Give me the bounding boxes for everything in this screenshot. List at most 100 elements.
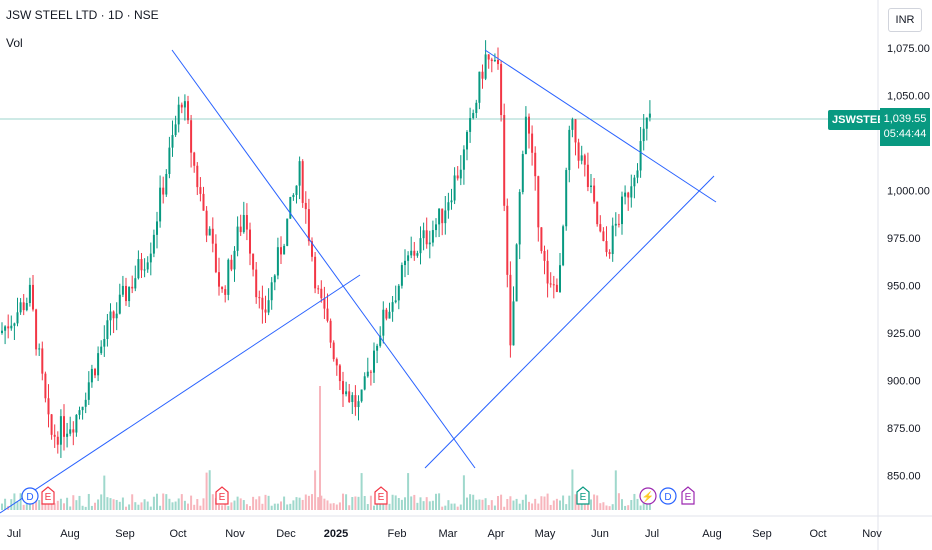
candle-body (611, 225, 614, 255)
volume-bar (276, 503, 279, 510)
volume-bar (549, 504, 552, 510)
volume-bar (648, 500, 651, 510)
candle-body (425, 230, 428, 245)
candle-body (112, 311, 115, 319)
volume-bar (255, 499, 258, 510)
candle-body (22, 302, 25, 311)
volume-bar (264, 494, 267, 510)
candle-body (624, 192, 627, 197)
candle-body (549, 283, 552, 285)
candle-body (19, 302, 22, 313)
candle-body (13, 323, 16, 326)
volume-bar (555, 498, 558, 510)
volume-bar (137, 504, 140, 510)
candle-body (416, 253, 419, 256)
volume-bar (152, 496, 155, 510)
candle-body (47, 398, 50, 415)
candle-body (202, 193, 205, 211)
candle-body (360, 389, 363, 402)
candle-body (233, 250, 236, 270)
candle-body (506, 205, 509, 275)
volume-bar (22, 504, 25, 510)
candle-body (466, 131, 468, 150)
candle-body (605, 241, 608, 253)
volume-bar (211, 494, 214, 510)
volume-bar (602, 502, 605, 510)
candle-body (35, 309, 38, 350)
event-marker-label: E (685, 492, 692, 503)
candle-body (118, 294, 121, 314)
event-marker-label: D (26, 492, 33, 503)
candle-body (608, 252, 611, 255)
volume-bar (543, 496, 546, 510)
candle-body (115, 313, 118, 319)
volume-bar (125, 506, 127, 510)
candle-body (326, 308, 329, 321)
candle-body (10, 325, 13, 329)
candle-body (351, 395, 354, 403)
volume-bar (112, 499, 115, 510)
volume-bar (621, 499, 623, 510)
candle-body (512, 301, 515, 346)
volume-bar (354, 496, 357, 510)
volume-bar (19, 493, 22, 510)
candle-body (255, 269, 258, 298)
volume-bar (13, 493, 16, 510)
volume-bar (497, 495, 499, 510)
volume-bar (168, 498, 171, 510)
volume-bar (221, 505, 224, 510)
candle-body (599, 224, 602, 232)
candle-body (444, 210, 447, 224)
volume-bar (574, 494, 577, 510)
candle-body (568, 129, 571, 171)
candle-body (94, 368, 96, 376)
currency-button[interactable]: INR (888, 8, 922, 32)
candle-body (16, 312, 19, 324)
candle-body (376, 345, 379, 351)
candle-body (447, 202, 450, 211)
volume-bar (546, 493, 549, 510)
candle-body (190, 120, 193, 153)
volume-bar (41, 503, 44, 510)
candle-body (394, 300, 397, 303)
y-tick-label: 1,050.00 (887, 91, 930, 103)
candle-body (314, 256, 317, 289)
y-tick-label: 975.00 (887, 233, 921, 245)
volume-bar (531, 503, 534, 510)
volume-bar (559, 500, 561, 510)
candle-body (146, 262, 149, 270)
volume-bar (385, 504, 388, 510)
candle-body (363, 376, 366, 390)
volume-bar (518, 503, 521, 510)
volume-bar (552, 500, 555, 510)
candle-body (137, 259, 140, 279)
volume-bar (410, 496, 413, 510)
y-tick-label: 875.00 (887, 423, 921, 435)
candle-body (596, 201, 599, 225)
volume-bar (593, 494, 596, 510)
volume-bar (351, 497, 354, 510)
volume-bar (503, 506, 506, 510)
candle-body (329, 320, 332, 343)
candle-body (602, 231, 605, 242)
volume-bar (267, 495, 270, 510)
volume-bar (208, 470, 211, 510)
candle-body (59, 416, 62, 445)
candle-body (391, 302, 394, 312)
candle-body (66, 433, 69, 437)
x-tick-label: Sep (752, 528, 772, 540)
y-tick-label: 950.00 (887, 281, 921, 293)
candle-body (214, 243, 217, 273)
volume-bar (75, 500, 78, 510)
volume-bar (193, 504, 196, 510)
volume-indicator-label[interactable]: Vol (6, 36, 23, 50)
candle-body (134, 278, 137, 289)
candle-body (555, 284, 558, 292)
symbol-title[interactable]: JSW STEEL LTD · 1D · NSE (6, 8, 159, 22)
volume-bar (345, 494, 348, 510)
candle-body (428, 242, 431, 245)
x-tick-label: Jul (645, 528, 659, 540)
volume-bar (159, 505, 162, 510)
volume-bar (162, 493, 165, 510)
